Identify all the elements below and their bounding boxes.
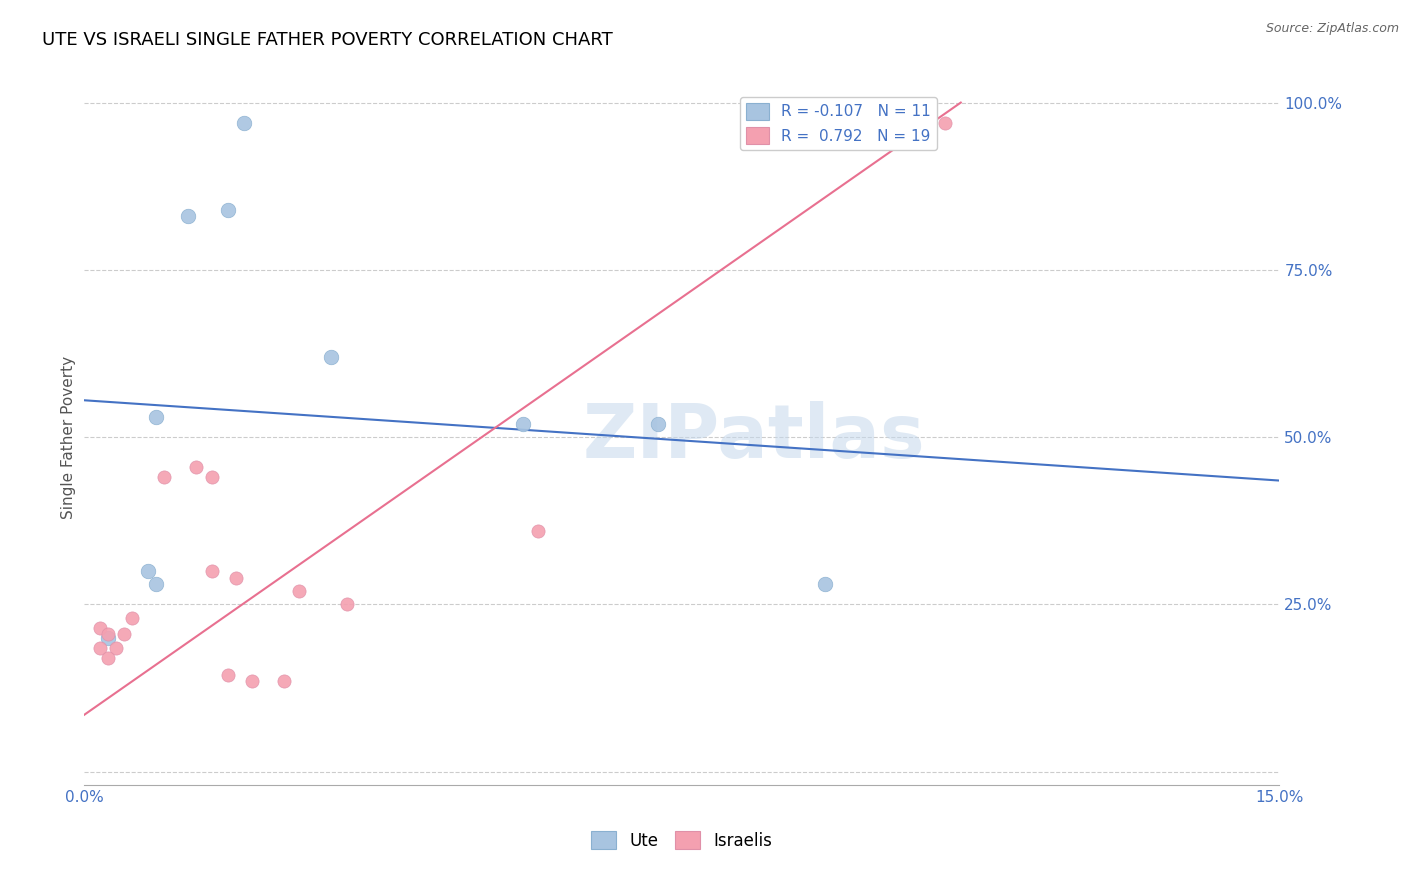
Point <box>934 116 956 130</box>
Point <box>512 417 534 431</box>
Point <box>321 350 343 364</box>
Point <box>177 210 200 224</box>
Point <box>153 470 176 484</box>
Point <box>647 417 669 431</box>
Point <box>288 583 311 598</box>
Text: UTE VS ISRAELI SINGLE FATHER POVERTY CORRELATION CHART: UTE VS ISRAELI SINGLE FATHER POVERTY COR… <box>42 31 613 49</box>
Point <box>527 524 550 538</box>
Point <box>225 571 247 585</box>
Point <box>112 627 135 641</box>
Point <box>89 640 111 655</box>
Point <box>121 611 143 625</box>
Point <box>136 564 159 578</box>
Point <box>217 202 239 217</box>
Point <box>201 564 224 578</box>
Point <box>240 674 263 689</box>
Point <box>97 631 120 645</box>
Point <box>184 460 207 475</box>
Point <box>217 667 239 681</box>
Point <box>105 640 128 655</box>
Y-axis label: Single Father Poverty: Single Father Poverty <box>60 356 76 518</box>
Point <box>97 627 120 641</box>
Point <box>145 577 167 591</box>
Point <box>814 577 837 591</box>
Text: ZIPatlas: ZIPatlas <box>582 401 925 474</box>
Point <box>201 470 224 484</box>
Point <box>97 651 120 665</box>
Point <box>145 410 167 425</box>
Text: Source: ZipAtlas.com: Source: ZipAtlas.com <box>1265 22 1399 36</box>
Point <box>89 621 111 635</box>
Point <box>273 674 295 689</box>
Legend: Ute, Israelis: Ute, Israelis <box>585 824 779 856</box>
Point <box>232 116 254 130</box>
Point <box>336 598 359 612</box>
